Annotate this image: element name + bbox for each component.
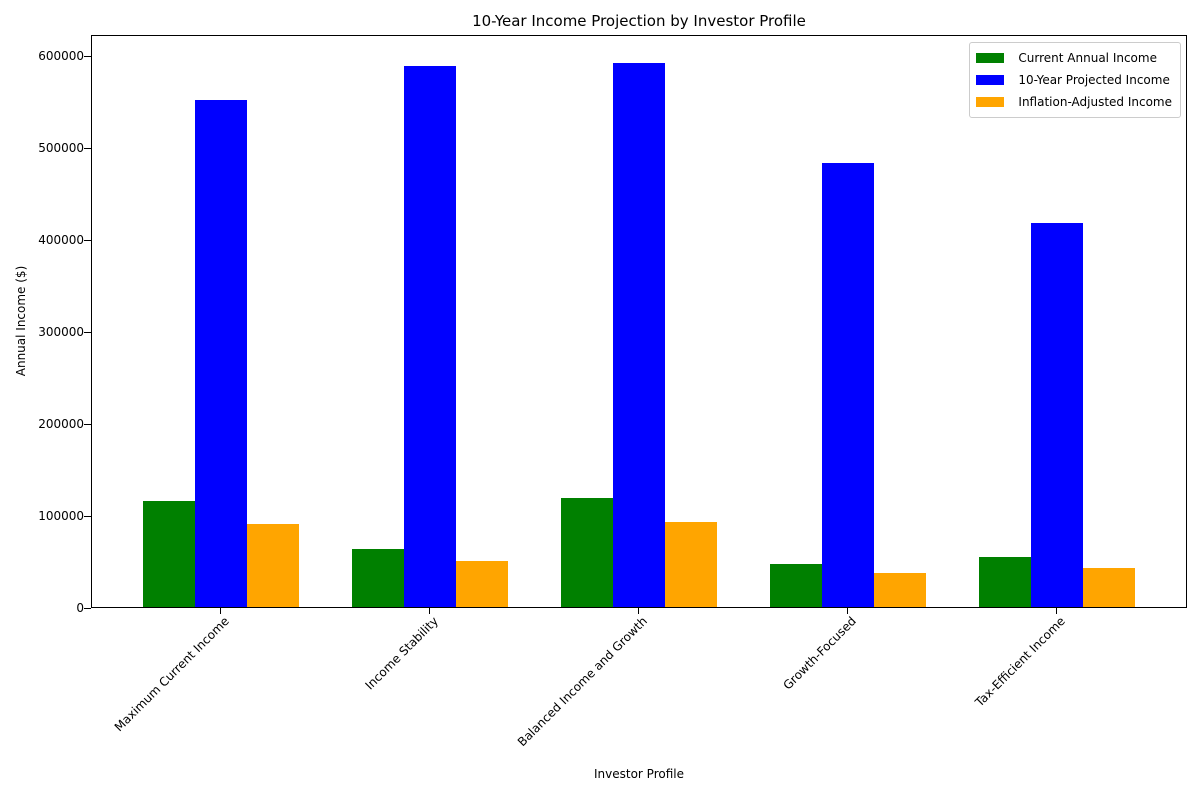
- bar: [247, 524, 299, 607]
- bar: [1083, 568, 1135, 607]
- legend-item: Current Annual Income: [976, 47, 1172, 69]
- x-tick-label: Income Stability: [362, 614, 441, 693]
- x-tick: [220, 608, 221, 614]
- x-tick-label: Growth-Focused: [780, 614, 859, 693]
- y-tick-label: 600000: [38, 49, 84, 64]
- y-axis-title: Annual Income ($): [14, 265, 28, 377]
- bar: [143, 501, 195, 607]
- x-tick-label: Maximum Current Income: [111, 614, 232, 735]
- x-tick: [847, 608, 848, 614]
- x-tick-label: Balanced Income and Growth: [514, 614, 650, 750]
- x-tick: [429, 608, 430, 614]
- bar: [979, 557, 1031, 607]
- bar: [456, 561, 508, 607]
- legend-label: 10-Year Projected Income: [1018, 73, 1170, 87]
- bar: [822, 162, 874, 607]
- bar: [874, 572, 926, 607]
- bar: [613, 62, 665, 607]
- y-tick: [84, 424, 91, 426]
- y-tick: [84, 56, 91, 58]
- y-tick: [84, 332, 91, 334]
- y-tick: [84, 516, 91, 518]
- legend: Current Annual Income 10-Year Projected I…: [969, 42, 1181, 118]
- legend-swatch: [976, 53, 1005, 63]
- x-tick: [638, 608, 639, 614]
- legend-swatch: [976, 97, 1005, 107]
- bar: [665, 522, 717, 607]
- legend-label: Inflation-Adjusted Income: [1018, 95, 1172, 109]
- y-tick-label: 500000: [38, 141, 84, 156]
- y-tick-label: 400000: [38, 233, 84, 248]
- x-axis-title: Investor Profile: [594, 767, 684, 781]
- chart-title: 10-Year Income Projection by Investor Pr…: [472, 12, 806, 30]
- legend-item: 10-Year Projected Income: [976, 69, 1172, 91]
- legend-item: Inflation-Adjusted Income: [976, 91, 1172, 113]
- bar: [1031, 223, 1083, 607]
- x-tick-label: Tax-Efficient Income: [972, 614, 1068, 710]
- y-tick: [84, 608, 91, 609]
- y-tick: [84, 148, 91, 150]
- legend-swatch: [976, 75, 1005, 85]
- plot-area: [91, 35, 1187, 608]
- legend-label: Current Annual Income: [1018, 51, 1157, 65]
- bar: [352, 549, 404, 607]
- bar: [404, 66, 456, 607]
- y-tick-label: 200000: [38, 417, 84, 432]
- x-tick: [1056, 608, 1057, 614]
- y-tick: [84, 240, 91, 242]
- bar: [561, 498, 613, 607]
- y-tick-label: 100000: [38, 509, 84, 524]
- y-tick-label: 0: [76, 601, 84, 615]
- bar: [195, 100, 247, 607]
- bar: [770, 563, 822, 607]
- y-tick-label: 300000: [38, 325, 84, 340]
